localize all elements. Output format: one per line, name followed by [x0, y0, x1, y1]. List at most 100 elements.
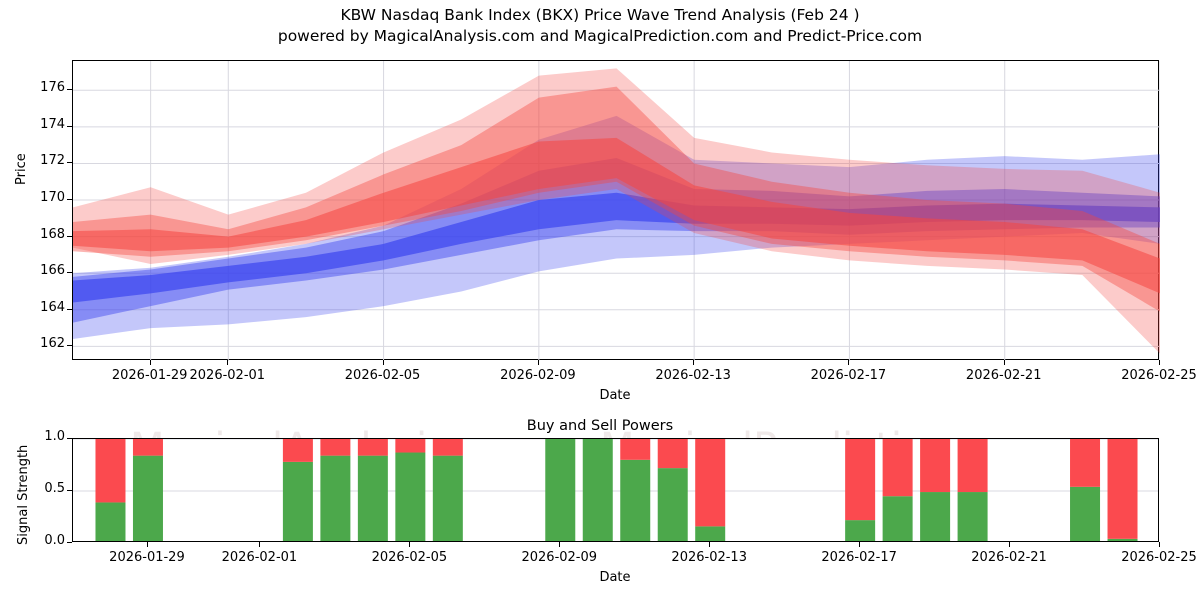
price-axis-x-label: Date [599, 388, 631, 403]
buy-power-bar [320, 455, 351, 541]
price-x-tick-mark [382, 360, 384, 365]
buy-power-bar [357, 455, 388, 541]
power-x-tick-mark [1009, 542, 1011, 547]
power-x-tick-mark [709, 542, 711, 547]
sell-power-bar [845, 439, 876, 521]
buy-power-bar [395, 452, 426, 541]
sell-power-bar [1070, 439, 1101, 487]
price-y-tick-mark [67, 308, 72, 310]
price-x-tick-mark [537, 360, 539, 365]
price-chart-plot-area [72, 60, 1160, 361]
power-x-tick-mark [146, 542, 148, 547]
chart-title-block: KBW Nasdaq Bank Index (BKX) Price Wave T… [0, 5, 1200, 47]
power-x-tick-label: 2026-01-29 [109, 550, 185, 565]
power-chart-svg [73, 439, 1158, 541]
price-x-tick-mark [1159, 360, 1160, 365]
price-y-tick-label: 170 [40, 190, 65, 206]
buy-power-bar [282, 461, 313, 541]
price-y-tick-label: 166 [40, 263, 65, 279]
power-y-tick-mark [67, 490, 72, 491]
buy-power-bar [1107, 538, 1138, 541]
price-y-tick-label: 164 [40, 299, 65, 315]
power-y-tick-mark [67, 542, 72, 543]
sell-power-bar [432, 439, 463, 456]
buy-power-bar [432, 455, 463, 541]
power-x-tick-label: 2026-02-25 [1121, 550, 1197, 565]
power-axis-x-label: Date [599, 570, 631, 585]
price-y-tick-label: 174 [40, 116, 65, 132]
buy-power-bar [882, 496, 913, 541]
price-x-tick-label: 2026-02-05 [344, 368, 421, 383]
sell-power-bar [920, 439, 951, 493]
price-x-tick-label: 2026-02-25 [1121, 368, 1197, 383]
power-y-tick-mark [67, 438, 72, 439]
price-x-tick-mark [149, 360, 151, 365]
price-y-tick-mark [67, 272, 72, 274]
buy-power-bar [132, 455, 163, 541]
power-y-tick-label: 1.0 [44, 429, 65, 444]
price-y-tick-mark [67, 162, 72, 164]
sell-power-bar [1107, 439, 1138, 539]
price-x-tick-mark [848, 360, 850, 365]
price-y-tick-mark [67, 199, 72, 201]
price-x-tick-label: 2026-02-09 [500, 368, 576, 383]
price-x-tick-label: 2026-02-21 [965, 368, 1042, 383]
power-x-tick-label: 2026-02-17 [821, 550, 897, 565]
power-x-tick-label: 2026-02-05 [371, 550, 448, 565]
buy-power-bar [957, 492, 988, 541]
sell-power-bar [357, 439, 388, 456]
buy-power-bar [695, 526, 726, 541]
price-band-red-band-mid [73, 86, 1160, 312]
sell-power-bar [695, 439, 726, 527]
sell-power-bar [882, 439, 913, 497]
price-y-tick-label: 172 [40, 153, 65, 169]
buy-power-bar [845, 520, 876, 541]
power-y-tick-label: 0.5 [44, 481, 65, 496]
buy-power-bar [657, 468, 688, 541]
power-x-tick-label: 2026-02-21 [971, 550, 1047, 565]
sell-power-bar [132, 439, 163, 456]
power-x-tick-mark [559, 542, 561, 547]
power-x-tick-label: 2026-02-09 [521, 550, 598, 565]
price-chart-svg [73, 61, 1160, 361]
price-x-tick-mark [693, 360, 695, 365]
sell-power-bar [282, 439, 313, 462]
buy-power-bar [620, 459, 651, 541]
price-y-tick-mark [67, 89, 72, 91]
power-x-tick-mark [259, 542, 261, 547]
power-x-tick-mark [1159, 542, 1160, 547]
power-y-tick-label: 0.0 [44, 533, 65, 548]
power-chart-plot-area [72, 438, 1159, 542]
sell-power-bar [657, 439, 688, 469]
sell-power-bar [620, 439, 651, 460]
price-y-tick-mark [67, 345, 72, 347]
sell-power-bar [95, 439, 126, 503]
price-x-tick-label: 2026-02-17 [810, 368, 887, 383]
sell-power-bar [395, 439, 426, 453]
page-title: KBW Nasdaq Bank Index (BKX) Price Wave T… [340, 6, 860, 24]
sell-power-bar [320, 439, 351, 456]
price-band-red-band-outer [73, 68, 1160, 354]
power-x-tick-label: 2026-02-01 [221, 550, 298, 565]
buy-power-bar [582, 439, 613, 541]
price-x-tick-mark [227, 360, 229, 365]
price-y-tick-mark [67, 125, 72, 127]
power-chart-title: Buy and Sell Powers [526, 418, 674, 434]
price-y-tick-label: 162 [40, 336, 65, 352]
power-x-tick-mark [409, 542, 411, 547]
sell-power-bar [957, 439, 988, 493]
price-y-tick-mark [67, 235, 72, 237]
price-x-tick-mark [1003, 360, 1005, 365]
buy-power-bar [545, 439, 576, 541]
price-x-tick-label: 2026-01-29 [111, 368, 188, 383]
page-subtitle: powered by MagicalAnalysis.com and Magic… [277, 27, 923, 45]
power-x-tick-label: 2026-02-13 [671, 550, 747, 565]
price-x-tick-label: 2026-02-01 [189, 368, 266, 383]
price-band-blue-band-mid [73, 157, 1160, 323]
buy-power-bar [1070, 486, 1101, 541]
price-y-tick-label: 176 [40, 80, 65, 96]
price-x-tick-label: 2026-02-13 [655, 368, 731, 383]
price-band-blue-band-outer [73, 115, 1160, 340]
price-y-tick-label: 168 [40, 226, 65, 242]
